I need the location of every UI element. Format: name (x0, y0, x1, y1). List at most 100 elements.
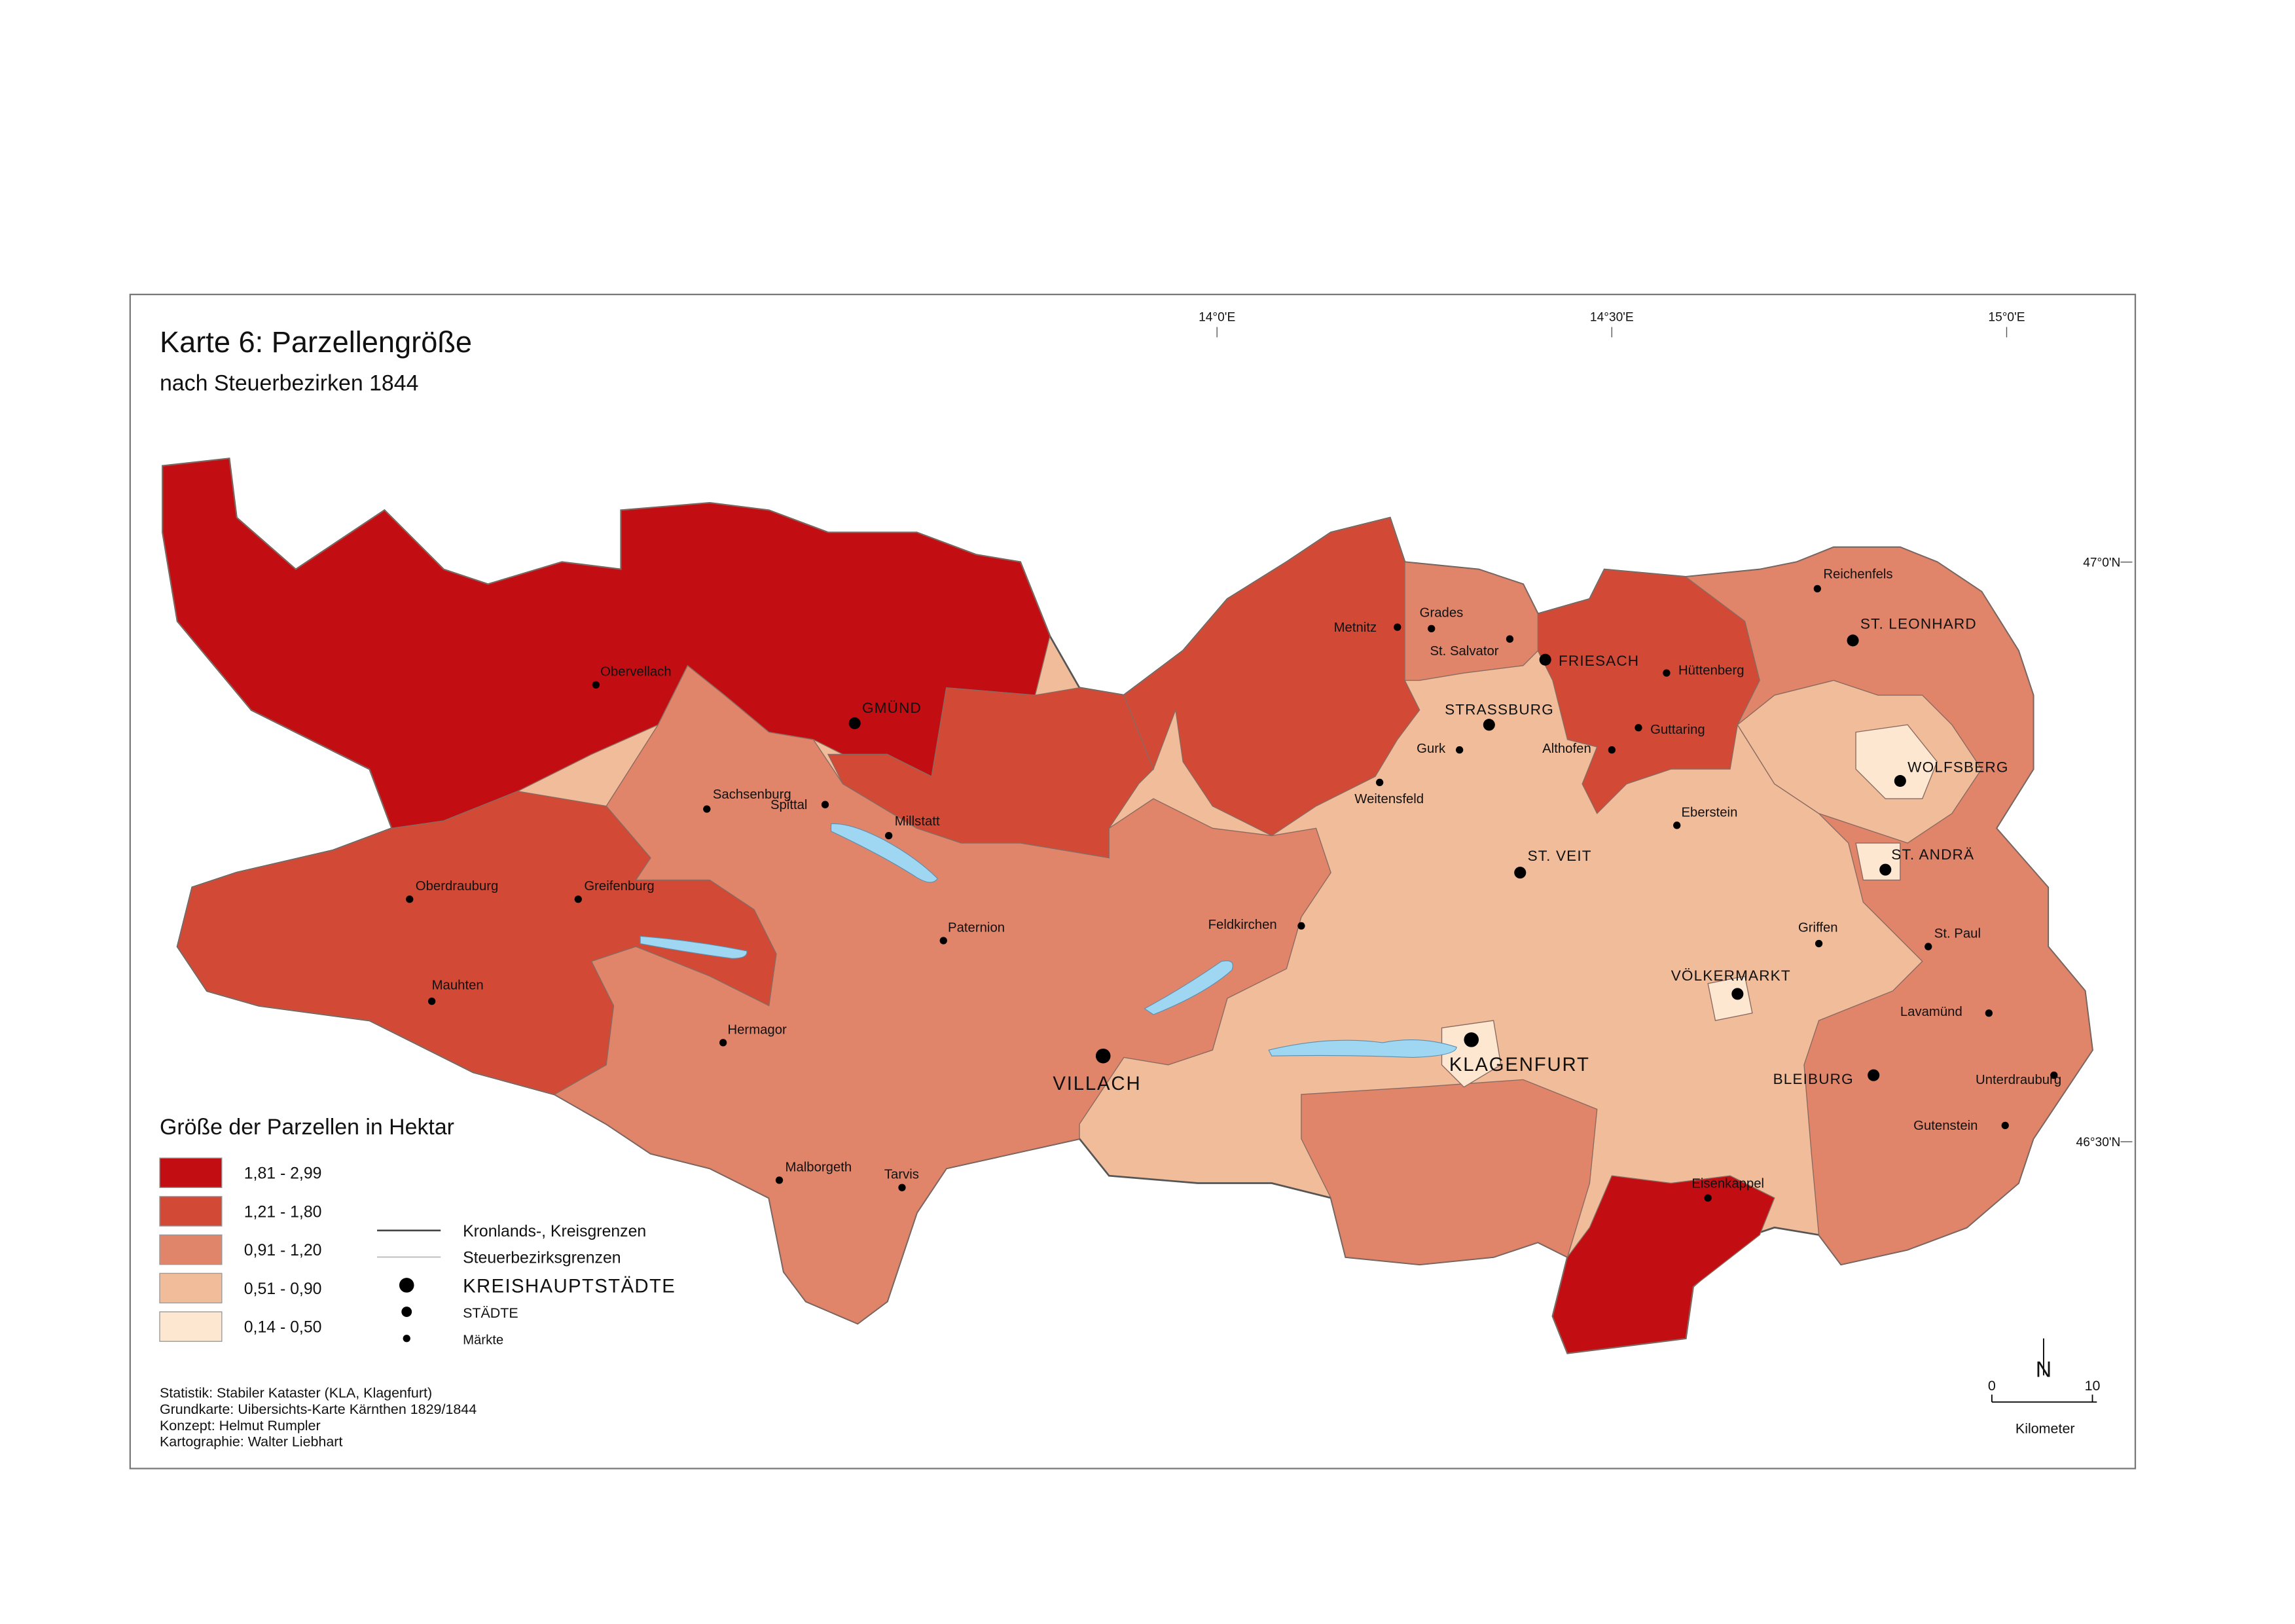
place-label: Eberstein (1682, 805, 1738, 820)
place-marker (1704, 1194, 1712, 1202)
place-label: Eisenkappel (1691, 1176, 1764, 1191)
legend-place-label: KREISHAUPTSTÄDTE (463, 1276, 676, 1297)
legend-place-label: Märkte (463, 1333, 503, 1348)
legend-swatch (159, 1234, 223, 1265)
tax-district (1537, 569, 1760, 814)
scale-unit: Kilometer (2015, 1420, 2075, 1436)
place-marker (821, 801, 829, 808)
place-marker (1894, 775, 1906, 787)
place-label: Grades (1420, 605, 1464, 620)
place-marker (1297, 922, 1305, 930)
tax-district (1855, 724, 1938, 799)
legend-class-label: 0,91 - 1,20 (244, 1242, 322, 1259)
legend-class-label: 0,51 - 0,90 (244, 1280, 322, 1298)
place-label: Feldkirchen (1208, 918, 1277, 932)
place-label: WOLFSBERG (1907, 759, 2008, 776)
place-marker (1483, 719, 1495, 731)
place-marker (592, 681, 600, 689)
place-label: Mauhten (432, 979, 484, 993)
place-marker (848, 717, 861, 729)
lake (640, 935, 748, 959)
place-marker (1925, 943, 1932, 950)
place-label: Spittal (770, 798, 808, 812)
place-marker (1868, 1069, 1880, 1081)
legend-title: Größe der Parzellen in Hektar (160, 1115, 454, 1140)
legend: Kronlands-, Kreisgrenzen Steuerbezirksgr… (159, 1157, 676, 1348)
frame (129, 293, 2137, 1470)
legend-swatch (159, 1311, 223, 1342)
place-label: Greifenburg (584, 879, 654, 893)
legend-class-label: 0,14 - 0,50 (244, 1319, 322, 1337)
place-marker (1731, 988, 1744, 1000)
lake (1268, 1039, 1457, 1058)
latitude-label: 46°30'N (2076, 1136, 2121, 1149)
regions (162, 458, 2093, 1354)
place-marker (1879, 863, 1892, 876)
place-label: Metnitz (1334, 621, 1377, 635)
place-label: Reichenfels (1823, 568, 1892, 582)
place-label: STRASSBURG (1445, 701, 1554, 717)
tax-district (1123, 517, 1420, 837)
lake (831, 823, 938, 883)
place-marker (1985, 1009, 1993, 1017)
north-label: N (2036, 1357, 2051, 1382)
legend-line-label: Kronlands-, Kreisgrenzen (463, 1223, 646, 1240)
place-label: Gutenstein (1913, 1119, 1978, 1133)
place-marker (775, 1176, 784, 1184)
places: GMÜND VILLACH ST. VEIT KLAGENFURT FRIESACH WO… (406, 568, 2061, 1202)
place-marker (1095, 1048, 1111, 1064)
place-label: ST. ANDRÄ (1891, 846, 1974, 863)
legend-dot (401, 1307, 412, 1317)
place-label: Hermagor (727, 1022, 787, 1037)
place-marker (1813, 585, 1821, 593)
legend-swatch (159, 1157, 223, 1188)
scale-tick-label: 0 (1988, 1378, 1996, 1394)
place-label: VÖLKERMARKT (1671, 967, 1791, 984)
place-marker (1608, 746, 1616, 754)
place-label: ST. VEIT (1528, 848, 1592, 864)
place-marker (1376, 778, 1384, 786)
place-label: Millstatt (895, 814, 940, 829)
place-marker (1428, 624, 1436, 633)
place-marker (898, 1183, 906, 1191)
place-label: ST. LEONHARD (1860, 615, 1977, 632)
lakes (640, 823, 1457, 1058)
place-label: Althofen (1542, 742, 1591, 756)
place-label: Lavamünd (1900, 1005, 1962, 1019)
latitude-label: 47°0'N (2083, 556, 2120, 570)
legend-class-label: 1,81 - 2,99 (244, 1165, 322, 1183)
credit-line: Grundkarte: Uibersichts-Karte Kärnthen 1… (160, 1401, 477, 1417)
place-label: St. Salvator (1430, 644, 1498, 659)
place-label: BLEIBURG (1773, 1071, 1854, 1087)
legend-swatch (159, 1272, 223, 1304)
legend-swatch (159, 1196, 223, 1227)
scale-tick-label: 10 (2085, 1378, 2101, 1394)
place-label: Griffen (1798, 920, 1838, 935)
place-label: St. Paul (1934, 927, 1981, 941)
place-label: Gurk (1417, 742, 1446, 756)
tax-district (1441, 1020, 1502, 1088)
place-marker (703, 805, 711, 813)
longitude-label: 14°0'E (1199, 311, 1235, 325)
scale-bar: N Kilometer 0 10 (1988, 1338, 2101, 1436)
place-marker (939, 937, 947, 945)
place-marker (1663, 669, 1671, 677)
place-label: Hüttenberg (1678, 663, 1744, 677)
tax-district (1301, 1079, 1598, 1265)
place-marker (1539, 653, 1551, 666)
map-subtitle: nach Steuerbezirken 1844 (160, 371, 418, 396)
place-marker (1464, 1032, 1479, 1047)
place-marker (1514, 867, 1527, 879)
place-marker (885, 831, 893, 840)
place-label: Obervellach (600, 665, 671, 679)
tax-district (553, 664, 1331, 1324)
legend-place-label: STÄDTE (463, 1305, 518, 1321)
place-marker (427, 998, 436, 1005)
place-label: Sachsenburg (713, 787, 791, 802)
place-marker (2050, 1071, 2058, 1079)
place-label: Tarvis (884, 1168, 919, 1182)
place-marker (719, 1039, 727, 1047)
lake (1144, 960, 1233, 1015)
place-marker (2001, 1121, 2009, 1130)
